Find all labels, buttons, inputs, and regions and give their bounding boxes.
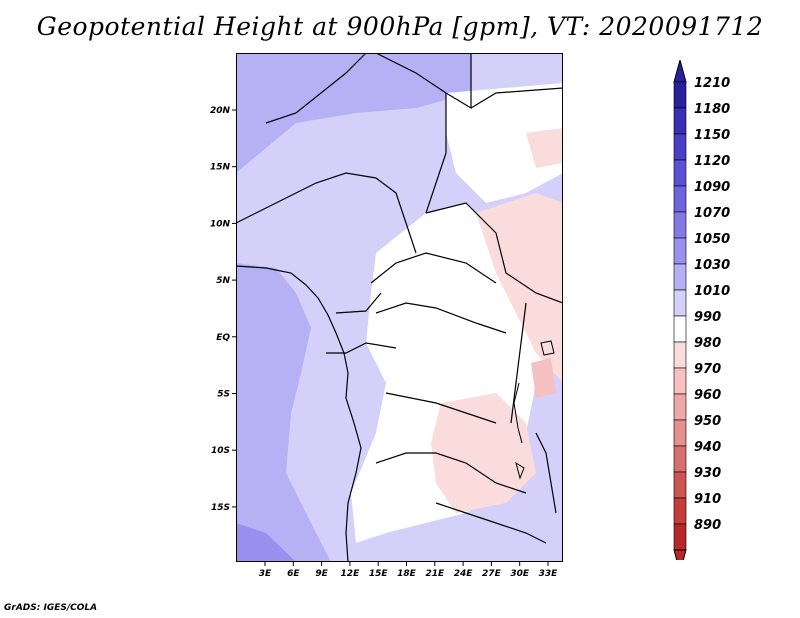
colorbar-label: 1050: [694, 232, 730, 247]
colorbar-segment: [673, 419, 687, 447]
lon-tick-label: 12E: [341, 569, 361, 579]
colorbar-segment: [673, 263, 687, 291]
colorbar-label: 980: [694, 336, 721, 351]
colorbar-label: 970: [694, 362, 721, 377]
field-pink-core: [531, 358, 556, 398]
colorbar-label: 940: [694, 440, 721, 455]
lat-tick-label: 5N: [216, 276, 230, 286]
colorbar-label: 1210: [694, 76, 730, 91]
colorbar-label: 1030: [694, 258, 730, 273]
colorbar-segment: [673, 341, 687, 369]
lat-tick-label: 10S: [211, 446, 230, 456]
chart-title: Geopotential Height at 900hPa [gpm], VT:…: [36, 12, 764, 41]
colorbar-segment: [673, 211, 687, 239]
lat-tick-label: 15S: [211, 503, 230, 513]
map-panel: [236, 53, 563, 562]
colorbar-label: 1010: [694, 284, 730, 299]
colorbar-label: 890: [694, 518, 721, 533]
lat-tick-label: 10N: [210, 219, 231, 229]
colorbar-segment: [673, 523, 687, 551]
lon-tick-label: 21E: [425, 569, 445, 579]
colorbar-label: 1070: [694, 206, 730, 221]
field-north-high: [236, 53, 471, 173]
colorbar-label: 930: [694, 466, 721, 481]
field-se-blue: [506, 503, 563, 562]
colorbar-segment: [673, 159, 687, 187]
colorbar-segment: [673, 133, 687, 161]
colorbar-segment: [673, 367, 687, 395]
colorbar-label: 1150: [694, 128, 730, 143]
field-ocean-deep: [236, 523, 296, 562]
colorbar-segment: [673, 393, 687, 421]
colorbar-segment: [673, 237, 687, 265]
lon-tick-label: 6E: [287, 569, 300, 579]
colorbar-label: 950: [694, 414, 721, 429]
lakes: [513, 340, 555, 480]
colorbar-segment: [673, 471, 687, 499]
footer-credit: GrADS: IGES/COLA: [4, 603, 98, 613]
lat-tick-label: 20N: [210, 106, 231, 116]
field-ne-white: [446, 83, 563, 203]
lon-tick-label: 24E: [454, 569, 474, 579]
lon-tick-label: 18E: [397, 569, 417, 579]
colorbar-label: 1180: [694, 102, 730, 117]
colorbar-label: 990: [694, 310, 721, 325]
colorbar-label: 960: [694, 388, 721, 403]
colorbar-segment: [673, 81, 687, 109]
field-pink-south: [431, 393, 536, 513]
lon-tick-label: 9E: [315, 569, 328, 579]
colorbar-segment: [673, 315, 687, 343]
lat-tick-label: EQ: [216, 333, 230, 343]
lon-tick-label: 27E: [482, 569, 502, 579]
colorbar-label: 910: [694, 492, 721, 507]
colorbar: 1210 1180 1150 1120 1090 1070 1050 1030 1010 990 9…: [673, 60, 730, 560]
colorbar-label: 1120: [694, 154, 730, 169]
colorbar-segment: [673, 185, 687, 213]
field-ocean: [236, 263, 331, 562]
colorbar-segment: [673, 289, 687, 317]
lon-tick-label: 33E: [539, 569, 559, 579]
lat-tick-label: 5S: [217, 390, 230, 400]
lat-tick-label: 15N: [210, 163, 231, 173]
field-pink-ne: [526, 128, 563, 168]
colorbar-top-arrow: [673, 60, 687, 83]
colorbar-segment: [673, 445, 687, 473]
lon-tick-label: 30E: [510, 569, 530, 579]
colorbar-label: 1090: [694, 180, 730, 195]
colorbar-segment: [673, 497, 687, 525]
coastlines: [236, 53, 563, 562]
lon-tick-label: 3E: [259, 569, 272, 579]
colorbar-segment: [673, 107, 687, 135]
colorbar-bottom-arrow: [673, 549, 687, 560]
lon-tick-label: 15E: [369, 569, 389, 579]
